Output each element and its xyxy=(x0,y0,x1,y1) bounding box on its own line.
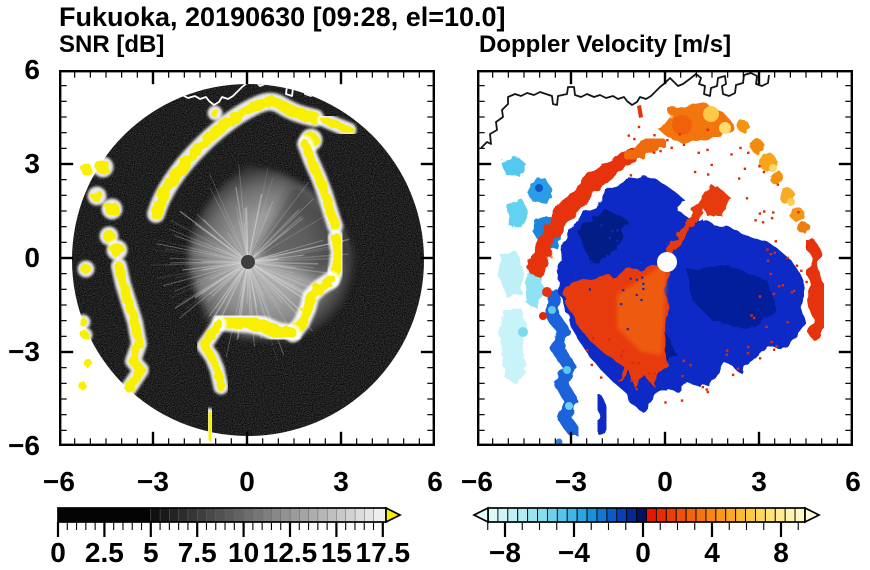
x-tick-label: −6 xyxy=(43,466,75,497)
x-tick-label: 3 xyxy=(333,466,349,497)
y-tick-label: −6 xyxy=(8,430,40,461)
x-tick-label: 6 xyxy=(427,466,443,497)
x-tick-label: −3 xyxy=(137,466,169,497)
y-tick-label: 3 xyxy=(24,148,40,179)
snr-colorbar-tick-label: 12.5 xyxy=(262,537,318,568)
x-tick-label: 6 xyxy=(845,466,861,497)
snr-colorbar-tick-label: 10 xyxy=(228,537,260,568)
y-tick-label: 6 xyxy=(24,54,40,85)
snr-panel-title: SNR [dB] xyxy=(59,31,165,58)
doppler-panel-title: Doppler Velocity [m/s] xyxy=(479,31,732,58)
snr-colorbar-tick-label: 15 xyxy=(320,537,352,568)
x-tick-label: 3 xyxy=(751,466,767,497)
y-tick-label: 0 xyxy=(24,242,40,273)
y-tick-label: −3 xyxy=(8,336,40,367)
doppler-colorbar-tick-label: 8 xyxy=(773,537,789,568)
snr-ppi-plot xyxy=(59,70,435,446)
snr-colorbar-tick-label: 7.5 xyxy=(177,537,217,568)
snr-colorbar-tick-label: 0 xyxy=(50,537,66,568)
doppler-colorbar-tick-label: −4 xyxy=(558,537,590,568)
figure-title: Fukuoka, 20190630 [09:28, el=10.0] xyxy=(59,2,506,32)
x-tick-label: −6 xyxy=(461,466,493,497)
x-tick-label: 0 xyxy=(657,466,673,497)
x-tick-label: −3 xyxy=(555,466,587,497)
doppler-colorbar-tick-label: 0 xyxy=(635,537,651,568)
x-tick-label: 0 xyxy=(239,466,255,497)
doppler-colorbar-tick-label: 4 xyxy=(704,537,720,568)
doppler-ppi-plot xyxy=(477,70,853,446)
snr-colorbar-tick-label: 5 xyxy=(143,537,159,568)
snr-colorbar-tick-label: 2.5 xyxy=(84,537,124,568)
doppler-colorbar-tick-label: −8 xyxy=(489,537,521,568)
snr-colorbar xyxy=(56,506,402,537)
doppler-colorbar xyxy=(472,506,821,537)
snr-colorbar-tick-label: 17.5 xyxy=(355,537,411,568)
